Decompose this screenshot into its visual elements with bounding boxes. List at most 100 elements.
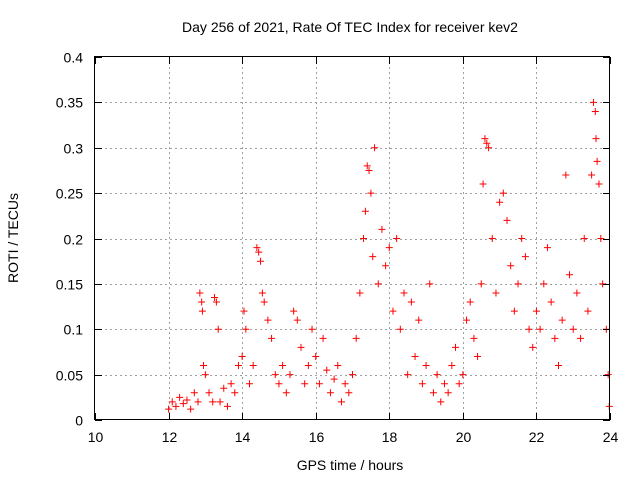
data-point (258, 289, 266, 297)
data-point (543, 244, 551, 252)
data-point (211, 293, 219, 301)
data-point (249, 362, 257, 370)
data-point (275, 380, 283, 388)
data-point (374, 280, 382, 288)
data-point (183, 396, 191, 404)
x-axis-label: GPS time / hours (297, 457, 404, 473)
y-axis-ticks: 0 0.05 0.1 0.15 0.2 0.25 0.3 0.35 0.4 (56, 50, 610, 429)
data-point (604, 371, 612, 379)
data-point (418, 380, 426, 388)
data-point (304, 362, 312, 370)
data-point (483, 139, 491, 147)
data-point (385, 244, 393, 252)
data-point (179, 400, 187, 408)
data-point (422, 362, 430, 370)
data-point (455, 380, 463, 388)
data-point (573, 289, 581, 297)
data-point (558, 316, 566, 324)
data-point (279, 362, 287, 370)
data-point (330, 375, 338, 383)
y-tick-label: 0.35 (56, 95, 83, 111)
data-point (518, 235, 526, 242)
x-tick-label: 18 (382, 429, 398, 445)
data-point (194, 398, 202, 406)
data-point (555, 362, 562, 370)
y-tick-label: 0.05 (56, 368, 83, 384)
data-point (356, 289, 364, 297)
data-point (589, 98, 597, 106)
data-point (334, 362, 342, 370)
chart-title: Day 256 of 2021, Rate Of TEC Index for r… (182, 19, 518, 35)
data-point (474, 352, 482, 360)
data-point (452, 343, 459, 351)
y-tick-label: 0.25 (56, 186, 83, 202)
data-point (361, 207, 369, 215)
data-point (319, 334, 327, 342)
data-point (312, 352, 320, 360)
y-tick-label: 0.15 (56, 277, 83, 293)
y-tick-label: 0 (75, 413, 83, 429)
data-point (404, 371, 412, 379)
data-point (363, 162, 371, 170)
data-point (369, 253, 377, 261)
data-point (301, 380, 309, 388)
data-point (220, 384, 228, 392)
data-point (165, 405, 173, 413)
data-point (407, 298, 415, 306)
data-point (238, 352, 246, 360)
data-point (352, 334, 360, 342)
x-tick-label: 14 (235, 429, 251, 445)
data-point (172, 402, 180, 410)
data-point (246, 380, 253, 388)
data-point (378, 225, 386, 233)
data-point (227, 380, 235, 388)
data-point (176, 393, 184, 401)
data-point (201, 371, 209, 379)
data-point (510, 307, 518, 315)
data-point (297, 343, 305, 351)
data-point (389, 307, 397, 315)
data-point (371, 144, 379, 152)
data-point (253, 244, 261, 252)
data-point (562, 171, 570, 179)
data-point (216, 398, 224, 406)
data-point (529, 343, 537, 351)
plot-frame (94, 56, 610, 420)
data-point (255, 248, 263, 256)
x-tick-label: 24 (603, 429, 619, 445)
y-tick-label: 0.2 (64, 232, 84, 248)
data-point (268, 334, 276, 342)
data-point (240, 307, 248, 315)
data-point (597, 235, 605, 242)
data-point (293, 316, 301, 324)
data-point (214, 325, 222, 333)
data-point (271, 371, 279, 379)
data-point (187, 405, 195, 413)
data-point (584, 307, 592, 315)
data-point (242, 325, 250, 333)
y-tick-label: 0.3 (64, 141, 84, 157)
data-point (349, 371, 356, 379)
data-point (260, 298, 268, 306)
data-point (360, 235, 368, 242)
data-point (507, 262, 515, 270)
x-tick-label: 22 (529, 429, 545, 445)
data-point (337, 398, 345, 406)
data-point (367, 189, 375, 197)
data-point (477, 280, 485, 288)
data-point (577, 334, 585, 342)
data-point (488, 235, 496, 242)
data-point (365, 166, 373, 174)
data-point (569, 325, 577, 333)
data-point (200, 362, 208, 370)
data-point (440, 380, 448, 388)
data-point (593, 157, 601, 165)
data-point (190, 389, 198, 397)
data-point (492, 289, 500, 297)
data-point (463, 316, 471, 324)
data-point (479, 180, 487, 188)
x-tick-label: 16 (309, 429, 325, 445)
data-point (209, 398, 217, 406)
data-point (198, 298, 206, 306)
x-tick-label: 10 (88, 429, 104, 445)
